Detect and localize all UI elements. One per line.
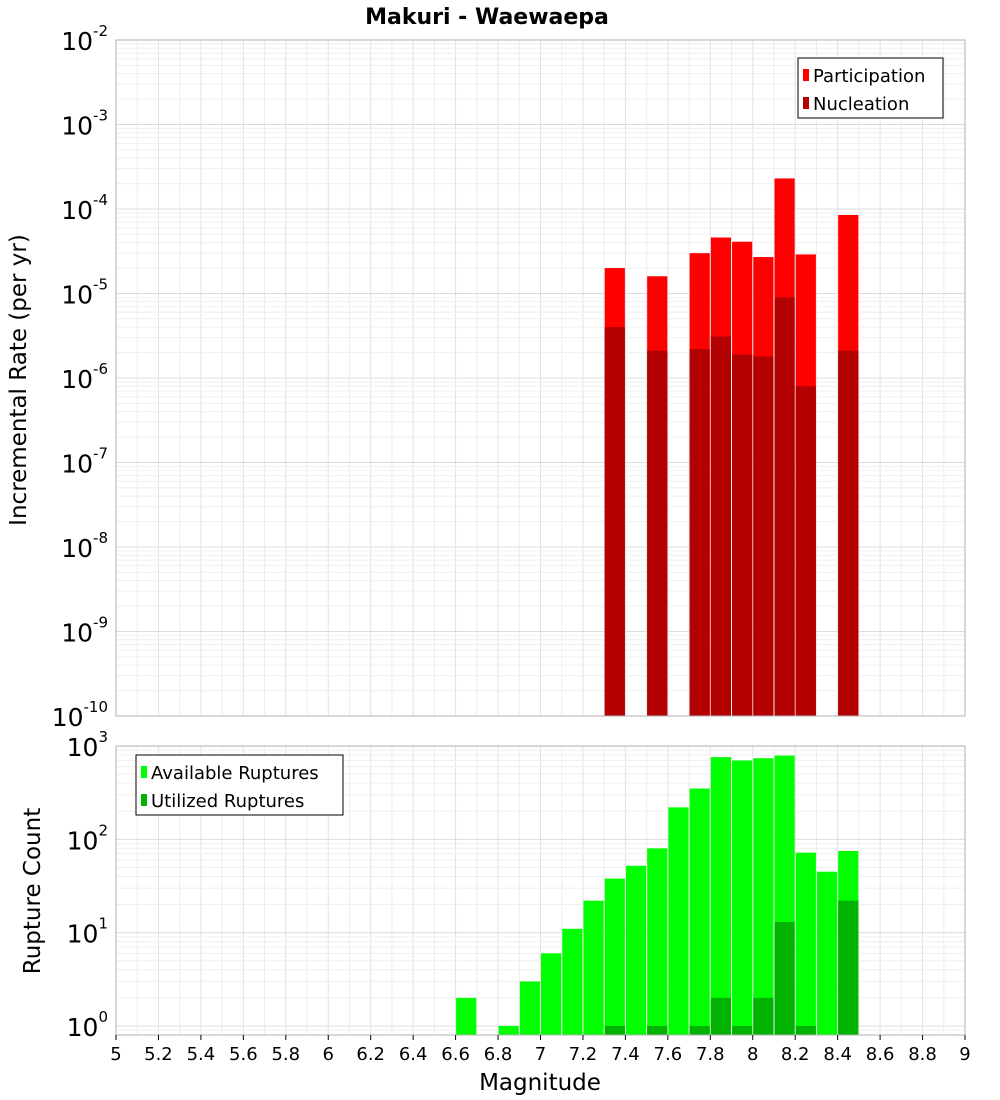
y-tick-label: 10-6 [61, 360, 108, 394]
rate-grid [115, 39, 966, 717]
available-ruptures-bar [583, 900, 604, 1035]
x-tick-label: 5 [110, 1044, 121, 1065]
rate-y-axis-label: Incremental Rate (per yr) [6, 234, 32, 526]
y-tick-label: 10-10 [52, 698, 108, 732]
utilized-ruptures-bar [604, 1025, 625, 1035]
x-tick-label: 7.6 [654, 1044, 683, 1065]
x-tick-label: 7.4 [611, 1044, 640, 1065]
available-ruptures-bar [753, 758, 774, 1035]
count-panel: 103 102 101 100 5 5.2 5.4 5.6 5.8 6 6.2 6.4 6.6 6.8 7… [20, 728, 971, 1096]
x-tick-label: 8 [747, 1044, 758, 1065]
legend-swatch [141, 794, 147, 806]
y-tick-label: 10-2 [61, 22, 108, 56]
x-tick-label: 7.8 [696, 1044, 725, 1065]
legend-box [135, 754, 344, 816]
rate-plot-frame [115, 39, 966, 717]
available-ruptures-bar [541, 953, 562, 1035]
x-tick-label: 8.2 [781, 1044, 810, 1065]
legend-label: Participation [813, 66, 925, 87]
rate-y-ticks: 10-2 10-3 10-4 10-5 10-6 10-7 10-8 10-9 10-10 [52, 22, 108, 732]
count-y-ticks: 103 102 101 100 [67, 728, 108, 1042]
count-y-axis-label: Rupture Count [20, 808, 46, 974]
legend-swatch [803, 69, 809, 81]
y-tick-label: 10-5 [61, 276, 108, 310]
legend-swatch [803, 97, 809, 109]
y-tick-label: 100 [67, 1008, 108, 1042]
x-tick-label: 8.4 [823, 1044, 852, 1065]
nucleation-bar [774, 297, 795, 716]
available-ruptures-bar [816, 871, 838, 1035]
x-tick-label: 5.4 [187, 1044, 216, 1065]
x-tick-label: 6.4 [399, 1044, 428, 1065]
x-tick-label: 6.2 [356, 1044, 385, 1065]
rate-bars [604, 178, 859, 717]
y-tick-label: 103 [67, 728, 108, 762]
x-tick-label: 9 [959, 1044, 970, 1065]
available-ruptures-bar [625, 865, 647, 1035]
utilized-ruptures-bar [689, 1025, 710, 1035]
x-tick-label: 7 [535, 1044, 546, 1065]
legend-swatch [141, 766, 147, 778]
available-ruptures-bar [647, 848, 668, 1035]
count-legend: Available Ruptures Utilized Ruptures [135, 754, 344, 816]
utilized-ruptures-bar [732, 1025, 753, 1035]
y-tick-label: 101 [67, 915, 108, 949]
y-tick-label: 10-3 [61, 107, 108, 141]
x-tick-label: 8.8 [908, 1044, 937, 1065]
y-tick-label: 10-7 [61, 445, 108, 479]
utilized-ruptures-bar [795, 1025, 816, 1035]
utilized-ruptures-bar [774, 922, 795, 1035]
nucleation-bar [604, 327, 625, 716]
chart-title: Makuri - Waewaepa [365, 5, 609, 30]
rate-panel: 10-2 10-3 10-4 10-5 10-6 10-7 10-8 10-9 10-10 In… [6, 22, 966, 732]
y-tick-label: 10-8 [61, 529, 108, 563]
legend-label: Available Ruptures [151, 763, 319, 784]
x-tick-label: 6.8 [484, 1044, 513, 1065]
available-ruptures-bar [519, 981, 540, 1035]
magnitude-x-ticks: 5 5.2 5.4 5.6 5.8 6 6.2 6.4 6.6 6.8 7 7.2 7.4 7.6 7.8 8… [110, 1035, 971, 1065]
available-ruptures-bar [795, 852, 816, 1035]
nucleation-bar [795, 386, 816, 716]
nucleation-bar [710, 336, 731, 716]
rate-legend: Participation Nucleation [797, 57, 944, 119]
x-tick-label: 6 [323, 1044, 334, 1065]
legend-label: Utilized Ruptures [151, 791, 304, 812]
utilized-ruptures-bar [710, 997, 731, 1035]
utilized-ruptures-bar [647, 1025, 668, 1035]
x-tick-label: 7.2 [569, 1044, 598, 1065]
x-tick-label: 8.6 [866, 1044, 895, 1065]
nucleation-bar [838, 350, 859, 716]
nucleation-bar [732, 354, 753, 716]
y-tick-label: 10-4 [61, 191, 108, 225]
utilized-ruptures-bar [838, 900, 859, 1035]
available-ruptures-bar [456, 997, 477, 1035]
available-ruptures-bar [710, 757, 731, 1035]
available-ruptures-bar [689, 788, 710, 1035]
count-bars [456, 755, 859, 1035]
available-ruptures-bar [604, 878, 625, 1035]
legend-label: Nucleation [813, 94, 909, 115]
x-tick-label: 6.6 [441, 1044, 470, 1065]
x-tick-label: 5.6 [229, 1044, 258, 1065]
available-ruptures-bar [732, 760, 753, 1035]
nucleation-bar [689, 349, 710, 716]
utilized-ruptures-bar [753, 997, 774, 1035]
available-ruptures-bar [498, 1025, 519, 1035]
available-ruptures-bar [562, 928, 583, 1035]
available-ruptures-bar [668, 807, 689, 1035]
x-tick-label: 5.8 [271, 1044, 300, 1065]
y-tick-label: 102 [67, 821, 108, 855]
magnitude-x-axis-label: Magnitude [479, 1070, 601, 1096]
legend-box [797, 57, 944, 119]
nucleation-bar [647, 350, 668, 716]
x-tick-label: 5.2 [144, 1044, 173, 1065]
nucleation-bar [753, 356, 774, 716]
y-tick-label: 10-9 [61, 614, 108, 648]
